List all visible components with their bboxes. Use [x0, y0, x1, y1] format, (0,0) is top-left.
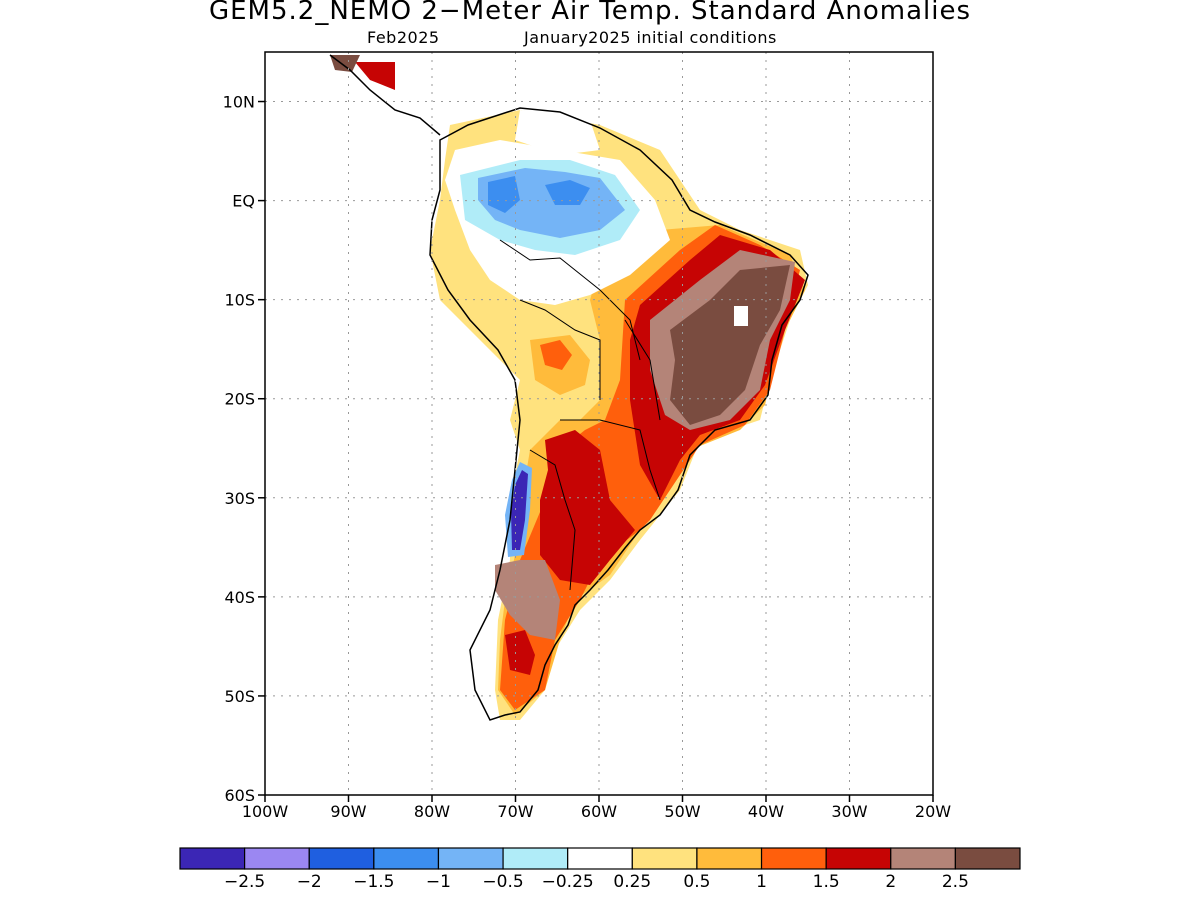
lat-tick-label: 40S	[224, 588, 255, 607]
colorbar: −2.5 −2 −1.5 −1 −0.5 −0.25 0.25 0.5 1 1.5 2 2.5	[179, 847, 1021, 892]
colorbar-label: 1.5	[813, 872, 840, 892]
lon-tick-label: 80W	[414, 802, 450, 821]
colorbar-swatch	[373, 847, 440, 870]
lon-tick-label: 20W	[915, 802, 951, 821]
anomaly-region-blue	[488, 176, 520, 213]
colorbar-swatch	[631, 847, 698, 870]
lon-tick-label: 90W	[330, 802, 366, 821]
lon-tick-label: 100W	[242, 802, 289, 821]
colorbar-label: −1.5	[353, 872, 394, 892]
colorbar-swatch	[825, 847, 892, 870]
colorbar-label: −0.25	[542, 872, 594, 892]
colorbar-swatch	[890, 847, 956, 870]
lon-tick-label: 40W	[748, 802, 784, 821]
anomaly-region-rose	[495, 560, 560, 640]
colorbar-label: 2.5	[942, 872, 969, 892]
lat-tick-label: 10S	[224, 291, 255, 310]
colorbar-label: −1	[426, 872, 451, 892]
lat-tick-label: 30S	[224, 489, 255, 508]
anomaly-region-cold-andes-core	[511, 470, 528, 550]
lat-tick-label: 60S	[224, 786, 255, 805]
colorbar-swatch	[437, 847, 504, 870]
colorbar-swatch	[760, 847, 827, 870]
colorbar-label: 1	[756, 872, 767, 892]
anomaly-region-blue	[545, 180, 590, 205]
map-title: GEM5.2_NEMO 2−Meter Air Temp. Standard A…	[208, 0, 972, 26]
lon-tick-label: 30W	[831, 802, 867, 821]
colorbar-label: −0.5	[482, 872, 523, 892]
anomaly-missing-cell	[734, 306, 748, 326]
colorbar-label: −2.5	[224, 872, 265, 892]
colorbar-label: −2	[297, 872, 322, 892]
colorbar-swatch	[954, 847, 1021, 870]
colorbar-swatch	[308, 847, 375, 870]
country-borders	[499, 239, 661, 591]
lat-tick-label: 10N	[223, 93, 255, 112]
lat-tick-label: 20S	[224, 390, 255, 409]
lon-tick-label: 50W	[664, 802, 700, 821]
anomaly-region-brown	[330, 55, 360, 72]
colorbar-swatch	[179, 847, 246, 870]
colorbar-label: 2	[885, 872, 896, 892]
colorbar-label: 0.25	[613, 872, 651, 892]
colorbar-swatch	[567, 847, 633, 870]
lon-tick-label: 60W	[581, 802, 617, 821]
initial-conditions: January2025 initial conditions	[524, 28, 777, 47]
colorbar-swatch	[696, 847, 763, 870]
anomaly-region-white	[515, 110, 600, 155]
anomaly-region-orange	[540, 340, 572, 370]
colorbar-swatch	[502, 847, 569, 870]
anomaly-region-red	[540, 430, 635, 585]
anomaly-field	[330, 55, 808, 720]
colorbar-label: 0.5	[683, 872, 710, 892]
lat-tick-label: EQ	[232, 192, 255, 211]
forecast-month: Feb2025	[367, 28, 440, 47]
lat-tick-label: 50S	[224, 687, 255, 706]
colorbar-swatch	[244, 847, 310, 870]
lon-tick-label: 70W	[497, 802, 533, 821]
anomaly-region-brown	[670, 265, 790, 425]
anomaly-region-red	[355, 62, 395, 90]
central-america-coastline	[329, 54, 441, 136]
anomaly-region-red	[505, 630, 535, 675]
